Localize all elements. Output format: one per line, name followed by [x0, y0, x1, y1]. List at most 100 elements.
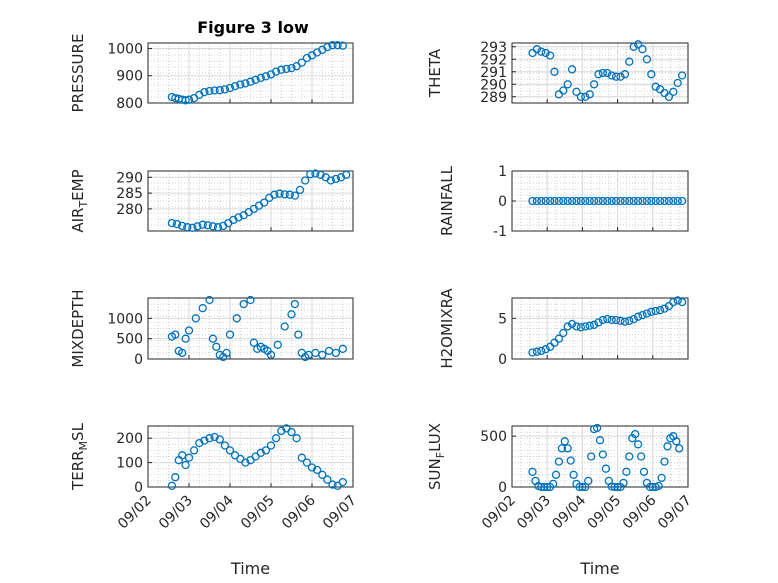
subplot-1: 800 900 1000 PRESSURE: [69, 34, 354, 113]
data-point: [292, 434, 301, 443]
data-point: [287, 63, 296, 73]
x-tick-label: 09/03: [514, 493, 554, 533]
y-tick-label: 800: [116, 96, 143, 112]
data-point: [551, 470, 561, 479]
data-point: [338, 344, 347, 353]
data-point: [541, 196, 550, 206]
y-tick-label: 293: [480, 40, 507, 56]
data-point: [657, 473, 666, 483]
y-tick-label: 1000: [107, 311, 143, 327]
data-point: [191, 314, 200, 323]
data-point: [290, 299, 300, 309]
data-point: [613, 482, 622, 492]
data-point: [554, 196, 564, 206]
data-point: [594, 318, 603, 327]
data-point: [181, 96, 190, 105]
data-point: [215, 86, 224, 95]
data-point: [261, 72, 271, 81]
x-tick-label: 09/02: [479, 493, 519, 533]
data-point: [318, 470, 327, 479]
data-point: [595, 436, 605, 445]
data-point: [256, 73, 265, 83]
data-point: [528, 467, 537, 476]
data-point: [200, 87, 209, 97]
data-point: [545, 196, 555, 206]
data-point: [184, 326, 194, 335]
y-tick-label: 0: [498, 194, 507, 210]
y-tick-label: 500: [480, 429, 507, 445]
data-point: [633, 312, 643, 321]
data-point: [312, 465, 322, 475]
data-point: [275, 189, 284, 198]
data-point: [598, 315, 608, 325]
data-point: [651, 196, 660, 206]
data-point: [572, 87, 581, 96]
data-point: [220, 85, 230, 94]
data-point: [178, 348, 187, 358]
y-tick-label: 0: [498, 352, 507, 368]
data-point: [323, 42, 332, 52]
data-point: [625, 316, 634, 325]
data-point: [230, 81, 240, 91]
y-tick-label: 200: [116, 431, 143, 447]
data-point: [645, 482, 655, 492]
data-point: [328, 41, 337, 50]
data-point: [550, 67, 559, 76]
y-tick-label: -1: [493, 224, 507, 240]
chart-title: Figure 3 low: [197, 18, 309, 37]
data-point: [266, 350, 276, 360]
data-point: [572, 322, 581, 331]
data-point: [311, 169, 320, 178]
data-point: [205, 86, 214, 96]
data-point: [589, 80, 599, 89]
data-point: [559, 328, 568, 338]
data-point: [195, 438, 204, 448]
data-point: [620, 70, 630, 79]
data-point: [178, 221, 187, 231]
x-tick-label: 09/04: [549, 492, 589, 532]
data-point: [225, 83, 235, 93]
data-point: [567, 319, 577, 329]
data-point: [569, 470, 578, 479]
data-point: [241, 458, 250, 467]
data-point: [537, 196, 546, 206]
y-axis-label: PRESSURE: [69, 34, 87, 113]
data-point: [598, 196, 608, 206]
data-point: [589, 320, 599, 329]
data-point: [677, 297, 687, 307]
data-point: [280, 322, 289, 331]
data-point: [647, 70, 656, 79]
data-point: [251, 75, 260, 84]
data-point: [528, 196, 537, 206]
data-point: [607, 71, 616, 80]
data-point: [294, 330, 303, 339]
data-point: [287, 310, 296, 319]
data-point: [629, 196, 638, 206]
data-point: [625, 452, 634, 461]
data-point: [277, 65, 286, 74]
data-point: [210, 432, 219, 442]
data-point: [205, 295, 214, 305]
data-point: [575, 482, 584, 492]
data-point: [246, 295, 255, 305]
data-point: [285, 190, 294, 199]
data-point: [576, 196, 586, 206]
data-point: [655, 196, 665, 206]
data-point: [280, 190, 289, 199]
data-point: [181, 460, 190, 470]
data-point: [198, 304, 207, 313]
data-point: [660, 457, 669, 466]
y-tick-label: 900: [116, 69, 143, 85]
data-point: [342, 170, 351, 179]
data-point: [669, 297, 678, 307]
data-point: [171, 473, 180, 482]
data-point: [638, 196, 647, 206]
data-point: [236, 80, 245, 89]
y-tick-label: 0: [498, 480, 507, 496]
data-point: [261, 446, 271, 455]
data-point: [559, 196, 568, 206]
data-point: [184, 95, 194, 104]
y-tick-label: 100: [116, 456, 143, 472]
data-point: [611, 315, 621, 325]
